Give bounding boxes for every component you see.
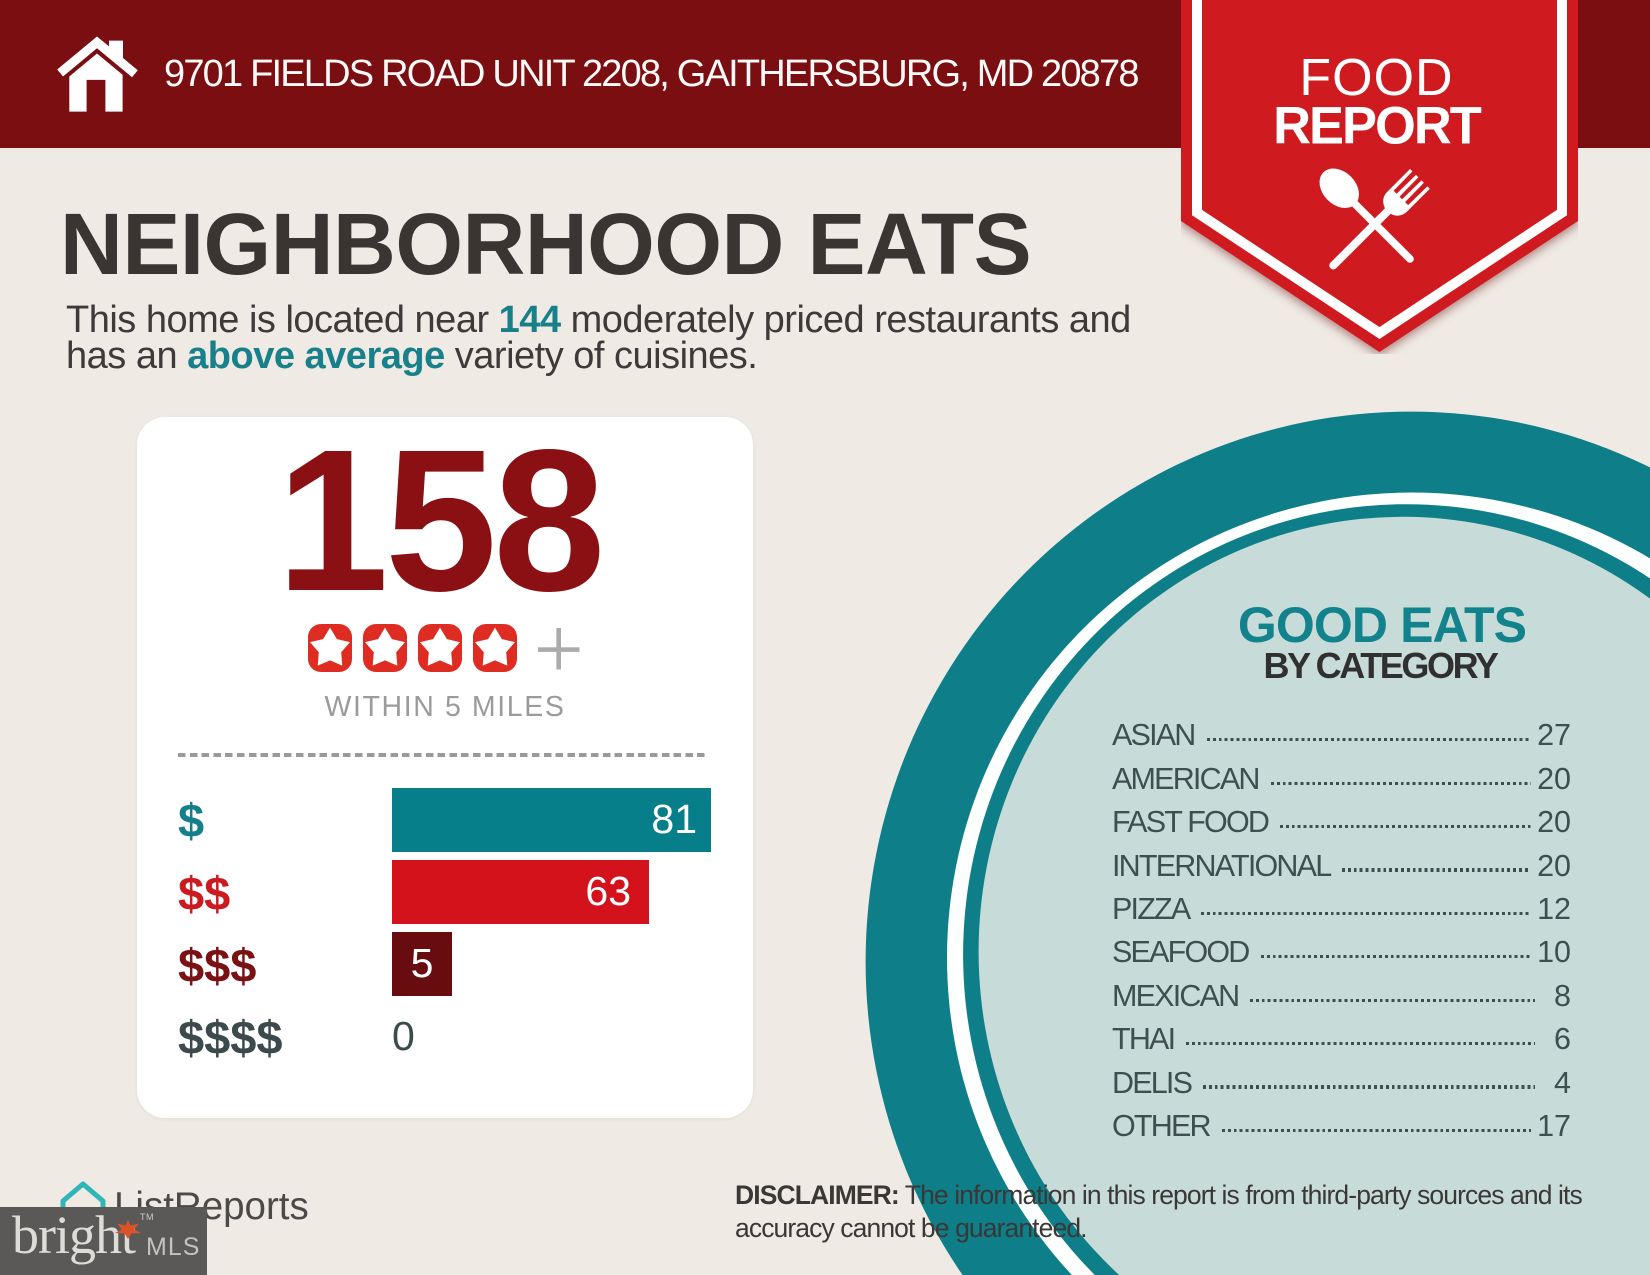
svg-text:FOOD: FOOD — [1299, 49, 1453, 107]
svg-text:REPORT: REPORT — [1273, 97, 1482, 156]
